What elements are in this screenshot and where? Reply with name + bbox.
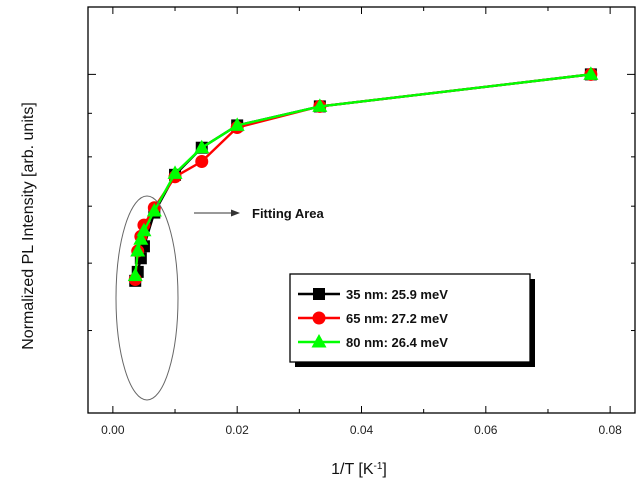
legend-entry: 65 nm: 27.2 meV xyxy=(298,311,448,326)
legend-entry: 80 nm: 26.4 meV xyxy=(298,334,448,350)
x-tick-labels: 0.00 0.02 0.04 0.06 0.08 xyxy=(101,423,622,437)
x-axis-title: 1/T [K-1] xyxy=(331,461,387,479)
data-point xyxy=(194,139,210,154)
fitting-area-ellipse xyxy=(115,195,179,401)
data-point xyxy=(583,66,599,80)
legend-marker xyxy=(312,311,326,325)
data-point xyxy=(312,98,328,112)
legend-entry: 35 nm: 25.9 meV xyxy=(298,287,448,302)
annotation-text: Fitting Area xyxy=(252,206,325,221)
legend-marker xyxy=(311,334,327,348)
x-tick-label: 0.04 xyxy=(350,423,374,437)
data-point xyxy=(130,243,146,257)
legend-label: 80 nm: 26.4 meV xyxy=(346,335,448,350)
series-line xyxy=(134,73,592,276)
data-point xyxy=(133,231,149,245)
x-tick-label: 0.08 xyxy=(598,423,622,437)
data-point xyxy=(195,154,209,168)
series-line xyxy=(134,73,592,282)
x-tick-label: 0.06 xyxy=(474,423,498,437)
legend-label: 35 nm: 25.9 meV xyxy=(346,287,448,302)
data-point xyxy=(167,165,183,179)
y-axis-title: Normalized PL Intensity [arb. units] xyxy=(20,102,37,350)
x-tick-label: 0.00 xyxy=(101,423,125,437)
x-tick-label: 0.02 xyxy=(226,423,250,437)
annotation-arrow-head xyxy=(231,209,240,217)
series-line xyxy=(134,73,592,280)
annotation-group: Fitting Area xyxy=(115,195,325,401)
data-point xyxy=(127,267,143,282)
legend-label: 65 nm: 27.2 meV xyxy=(346,311,448,326)
series-triangle xyxy=(127,66,599,282)
legend-marker xyxy=(313,288,325,300)
data-point xyxy=(229,117,245,131)
axis-ticks xyxy=(88,7,635,413)
legend: 35 nm: 25.9 meV 65 nm: 27.2 meV 80 nm: 26.… xyxy=(289,273,535,367)
data-point xyxy=(146,202,162,217)
series-group xyxy=(127,66,599,287)
